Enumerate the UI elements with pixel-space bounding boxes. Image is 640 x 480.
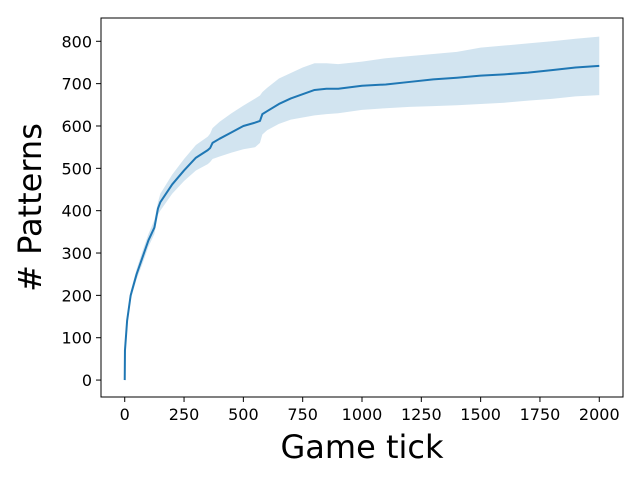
x-tick-label: 1000 — [342, 405, 383, 424]
x-tick-label: 1500 — [460, 405, 501, 424]
y-tick-label: 500 — [61, 159, 92, 178]
x-tick-label: 500 — [228, 405, 259, 424]
x-tick-label: 250 — [169, 405, 200, 424]
y-tick-label: 100 — [61, 329, 92, 348]
x-tick-label: 0 — [120, 405, 130, 424]
y-axis-title: # Patterns — [11, 123, 49, 292]
axes-frame — [100, 17, 624, 398]
y-axis-ticks: 0 100 200 300 400 500 600 700 800 — [61, 32, 101, 390]
x-tick-label: 1750 — [520, 405, 561, 424]
y-tick-label: 300 — [61, 244, 92, 263]
x-tick-label: 1250 — [401, 405, 442, 424]
x-tick-label: 750 — [287, 405, 318, 424]
confidence-band — [124, 36, 600, 381]
y-tick-label: 400 — [61, 202, 92, 221]
x-axis-ticks: 0 250 500 750 1000 1250 1500 1750 2000 — [120, 397, 620, 424]
series-line — [123, 64, 600, 381]
y-tick-label: 0 — [82, 371, 92, 390]
x-axis-title: Game tick — [281, 428, 444, 466]
y-tick-label: 200 — [61, 286, 92, 305]
y-tick-label: 700 — [61, 75, 92, 94]
y-tick-label: 600 — [61, 117, 92, 136]
x-tick-label: 2000 — [579, 405, 620, 424]
plot-area — [123, 36, 600, 381]
y-tick-label: 800 — [61, 32, 92, 51]
